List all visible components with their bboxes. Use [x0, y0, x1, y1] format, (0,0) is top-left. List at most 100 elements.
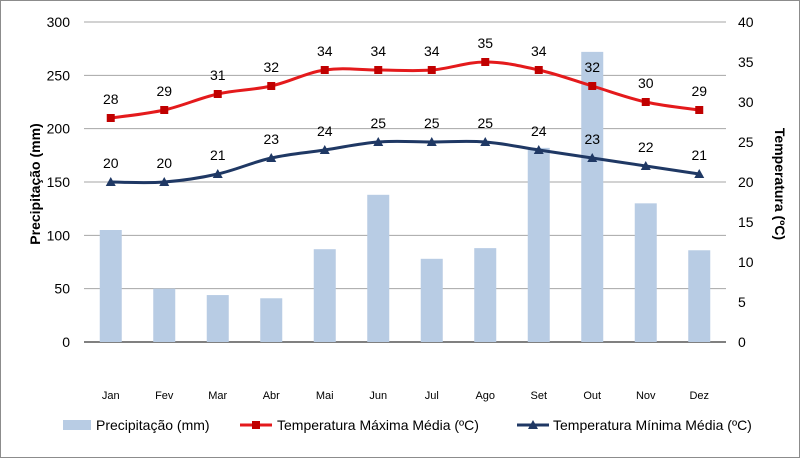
data-label: 31: [210, 67, 226, 83]
x-tick-label: Fev: [155, 390, 174, 402]
left-tick-label: 200: [47, 121, 71, 137]
min-temp-marker: [426, 137, 437, 146]
precipitation-bars: [99, 51, 711, 342]
x-tick-label: Jan: [102, 390, 120, 402]
x-tick-label: Mai: [316, 390, 334, 402]
right-axis-title: Temperatura (ºC): [772, 128, 788, 240]
data-label: 34: [370, 43, 386, 59]
min-temp-marker: [373, 137, 384, 146]
right-tick-label: 0: [738, 334, 746, 350]
precipitation-bar: [420, 258, 443, 342]
data-label: 25: [477, 115, 493, 131]
precipitation-bar: [313, 249, 336, 342]
x-tick-label: Ago: [475, 390, 495, 402]
max-temp-marker: [534, 66, 543, 74]
data-label: 21: [691, 147, 707, 163]
max-temp-marker: [213, 90, 222, 98]
min-temp-marker: [694, 169, 705, 178]
data-label: 34: [531, 43, 547, 59]
left-tick-label: 150: [47, 174, 71, 190]
min-temp-marker: [266, 153, 277, 162]
x-tick-label: Jun: [369, 390, 387, 402]
min-temp-marker: [319, 145, 330, 154]
legend-max-temp-marker: [252, 421, 260, 429]
max-temp-marker: [695, 106, 704, 114]
legend-min-temp-marker: [528, 420, 538, 429]
data-label: 20: [156, 155, 172, 171]
max-temp-marker: [320, 66, 329, 74]
data-label: 20: [103, 155, 119, 171]
data-label: 30: [638, 75, 654, 91]
min-temp-marker: [212, 169, 223, 178]
data-label: 21: [210, 147, 226, 163]
right-tick-label: 5: [738, 294, 746, 310]
precipitation-bar: [474, 248, 497, 342]
right-tick-label: 10: [738, 254, 754, 270]
precipitation-bar: [206, 295, 229, 342]
right-tick-label: 30: [738, 94, 754, 110]
max-temp-marker: [588, 82, 597, 90]
max-temp-marker: [106, 114, 115, 122]
legend-max-temp-label: Temperatura Máxima Média (ºC): [277, 417, 479, 433]
right-tick-label: 40: [738, 14, 754, 30]
precipitation-bar: [688, 250, 711, 342]
x-tick-label: Set: [530, 390, 547, 402]
precipitation-bar: [367, 194, 390, 342]
x-tick-label: Dez: [689, 390, 709, 402]
legend-precipitation-swatch: [63, 420, 91, 430]
data-label: 29: [691, 83, 707, 99]
temperature-lines: 28 29 31 32 34 34 34 35 34 32 30 29 20 20 21 23 24 25 25 25…: [103, 35, 707, 186]
precipitation-bar: [581, 51, 604, 342]
x-axis: Jan Fev Mar Abr Mai Jun Jul Ago Set Out Nov Dez: [102, 390, 709, 402]
right-tick-label: 20: [738, 174, 754, 190]
left-tick-label: 300: [47, 14, 71, 30]
max-temp-marker: [160, 106, 169, 114]
max-temp-marker: [427, 66, 436, 74]
left-axis: 0 50 100 150 200 250 300: [47, 14, 71, 350]
x-tick-label: Out: [583, 390, 601, 402]
precipitation-bar: [527, 147, 550, 342]
data-label: 24: [531, 123, 547, 139]
precipitation-bar: [634, 203, 657, 342]
series-line: [110, 139, 700, 185]
data-label: 35: [477, 35, 493, 51]
data-label: 23: [263, 131, 279, 147]
data-label: 34: [424, 43, 440, 59]
left-tick-label: 0: [62, 334, 70, 350]
data-label: 32: [584, 59, 600, 75]
data-label: 34: [317, 43, 333, 59]
left-axis-title: Precipitação (mm): [27, 123, 43, 244]
gridlines: [84, 21, 726, 343]
right-tick-label: 15: [738, 214, 754, 230]
max-temp-marker: [641, 98, 650, 106]
min-temp-marker: [533, 145, 544, 154]
data-label: 29: [156, 83, 172, 99]
data-label: 32: [263, 59, 279, 75]
legend-precipitation-label: Precipitação (mm): [96, 417, 210, 433]
left-tick-label: 250: [47, 67, 71, 83]
left-tick-label: 100: [47, 227, 71, 243]
precipitation-bar: [153, 288, 176, 342]
x-tick-label: Mar: [208, 390, 227, 402]
right-tick-label: 35: [738, 54, 754, 70]
right-axis: 0 5 10 15 20 25 30 35 40: [738, 14, 754, 350]
data-label: 28: [103, 91, 119, 107]
max-temp-marker: [267, 82, 276, 90]
data-label: 24: [317, 123, 333, 139]
min-temp-marker: [587, 153, 598, 162]
data-label: 25: [424, 115, 440, 131]
x-tick-label: Nov: [636, 390, 656, 402]
min-temp-marker: [480, 137, 491, 146]
precipitation-bar: [260, 298, 283, 342]
max-temp-marker: [481, 58, 490, 66]
max-temp-marker: [374, 66, 383, 74]
data-label: 25: [370, 115, 386, 131]
right-tick-label: 25: [738, 134, 754, 150]
data-label: 23: [584, 131, 600, 147]
min-temp-marker: [159, 177, 170, 186]
x-tick-label: Jul: [425, 390, 439, 402]
min-temp-marker: [105, 177, 116, 186]
left-tick-label: 50: [54, 281, 70, 297]
